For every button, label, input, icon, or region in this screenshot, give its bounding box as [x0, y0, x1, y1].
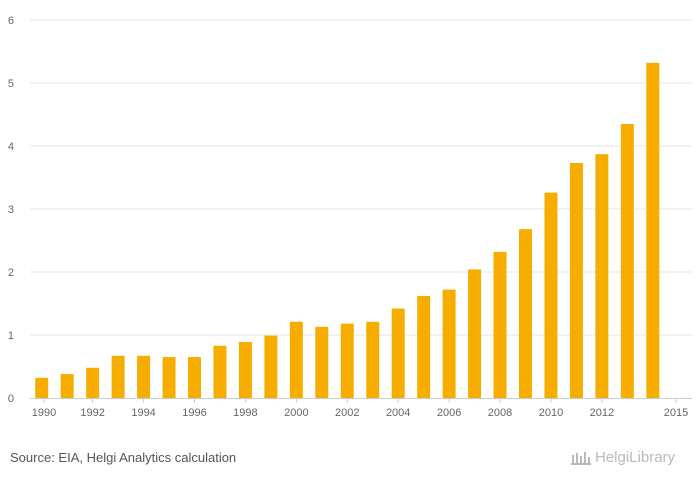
- x-tick-label: 2000: [284, 407, 308, 419]
- bar-2011[interactable]: [569, 163, 583, 398]
- bar-2007[interactable]: [468, 269, 482, 398]
- x-tick-label: 1990: [32, 407, 56, 419]
- logo-text: HelgiLibrary: [595, 449, 676, 466]
- helgi-library-logo[interactable]: HelgiLibrary: [570, 449, 675, 466]
- bar-2000[interactable]: [289, 321, 303, 398]
- x-tick-label: 2012: [590, 407, 614, 419]
- bar-2009[interactable]: [519, 229, 532, 398]
- x-tick-label: 2008: [488, 407, 512, 419]
- y-tick-label: 0: [8, 393, 14, 405]
- x-tick-label: 1994: [131, 407, 155, 419]
- bar-2001[interactable]: [315, 326, 329, 398]
- x-tick-label: 2002: [335, 407, 359, 419]
- bar-2005[interactable]: [417, 295, 431, 398]
- library-logo-icon: [571, 451, 591, 465]
- bar-2010[interactable]: [544, 192, 558, 398]
- bar-1996[interactable]: [188, 357, 201, 398]
- bar-2008[interactable]: [493, 251, 507, 398]
- bar-2006[interactable]: [442, 289, 456, 398]
- x-tick-label: 1996: [182, 407, 206, 419]
- bar-1995[interactable]: [162, 357, 176, 398]
- bar-2013[interactable]: [620, 123, 634, 398]
- x-tick-label: 2015: [664, 407, 688, 419]
- bar-2004[interactable]: [391, 308, 405, 398]
- bar-1999[interactable]: [264, 335, 278, 398]
- x-tick-label: 1998: [233, 407, 257, 419]
- x-tick-label: 2010: [539, 407, 563, 419]
- bar-1992[interactable]: [86, 367, 100, 398]
- x-tick-label: 2006: [437, 407, 461, 419]
- y-tick-label: 6: [8, 15, 14, 27]
- bar-1998[interactable]: [238, 341, 252, 398]
- bar-1993[interactable]: [111, 355, 125, 398]
- y-tick-label: 3: [8, 204, 14, 216]
- bar-2014[interactable]: [646, 62, 660, 399]
- x-tick-label: 2004: [386, 407, 410, 419]
- bar-1994[interactable]: [137, 355, 151, 398]
- bar-1990[interactable]: [35, 377, 49, 398]
- bar-2003[interactable]: [366, 321, 380, 398]
- y-tick-label: 5: [8, 78, 14, 90]
- bar-1997[interactable]: [213, 345, 227, 398]
- y-tick-label: 2: [8, 267, 14, 279]
- source-note: Source: EIA, Helgi Analytics calculation: [10, 450, 237, 465]
- x-tick-label: 1992: [80, 407, 104, 419]
- y-tick-label: 1: [8, 330, 14, 342]
- y-tick-label: 4: [8, 141, 14, 153]
- bar-2002[interactable]: [340, 323, 354, 398]
- bar-2012[interactable]: [595, 154, 609, 398]
- bar-chart: 0 1 2 3 4 5 6 1990 1992 1994 1996 1998 2000 2002 2004 2…: [8, 15, 692, 419]
- bar-1991[interactable]: [60, 374, 74, 398]
